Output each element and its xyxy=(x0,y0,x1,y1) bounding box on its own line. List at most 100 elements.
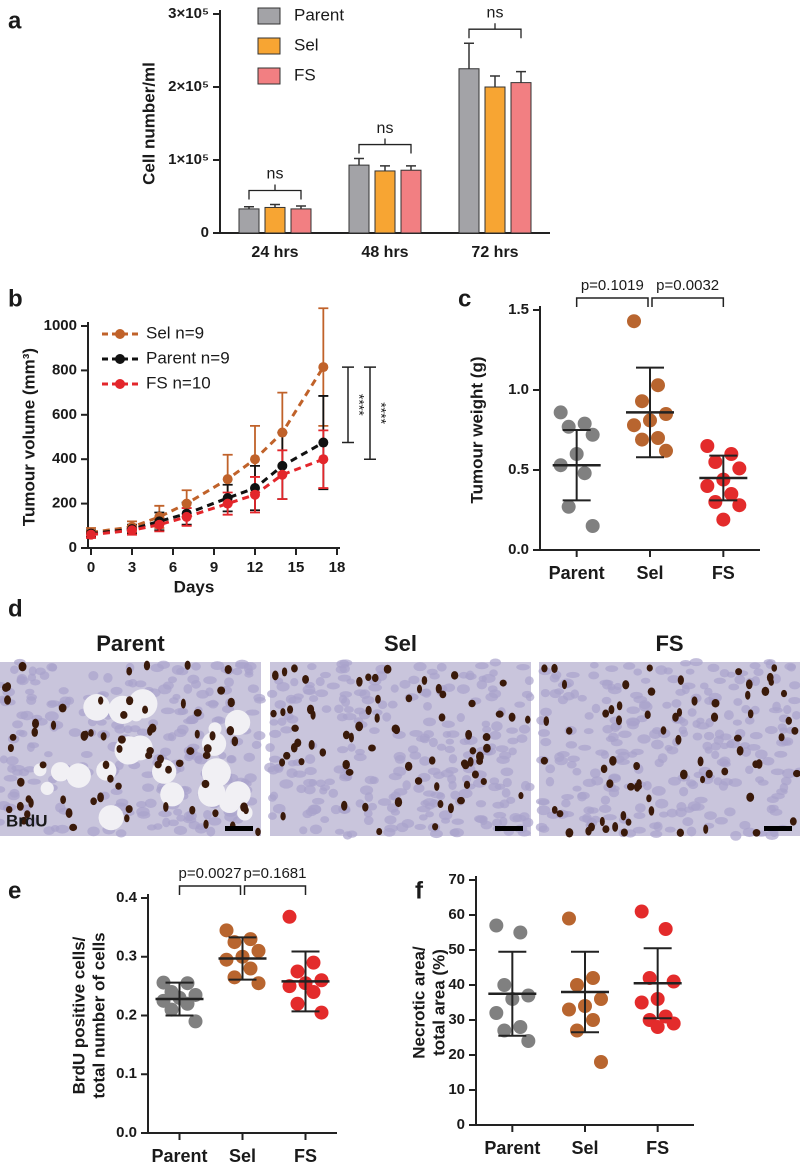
cell xyxy=(160,747,172,757)
cell xyxy=(142,783,155,792)
x-tick-label: 9 xyxy=(210,559,218,576)
cell xyxy=(268,755,282,763)
brdu-nucleus xyxy=(298,758,305,766)
cell xyxy=(26,696,37,705)
cell xyxy=(679,786,689,797)
cell xyxy=(173,808,183,816)
legend-marker xyxy=(115,379,125,389)
legend-swatch xyxy=(257,37,281,55)
brdu-nucleus xyxy=(376,828,383,836)
data-point xyxy=(562,1002,576,1017)
y-tick-label: 0.3 xyxy=(116,948,137,965)
data-point xyxy=(708,455,723,469)
cell xyxy=(771,673,781,684)
cell xyxy=(659,811,669,818)
cell xyxy=(584,712,594,720)
cell xyxy=(692,720,701,728)
cell xyxy=(334,704,344,714)
cell xyxy=(459,738,471,745)
brdu-nucleus xyxy=(7,743,14,753)
cell xyxy=(742,827,757,838)
data-point xyxy=(586,971,600,985)
data-point xyxy=(127,525,137,536)
cell xyxy=(269,719,279,726)
cell xyxy=(134,680,147,688)
brdu-nucleus xyxy=(541,664,548,673)
brdu-nucleus xyxy=(120,711,128,719)
cell xyxy=(448,754,458,764)
cell xyxy=(265,743,275,752)
data-point xyxy=(497,978,512,992)
brdu-nucleus xyxy=(9,733,17,741)
y-tick-label: 0 xyxy=(69,539,77,556)
significance-label: p=0.1681 xyxy=(244,865,307,882)
brdu-nucleus xyxy=(279,758,286,767)
cell xyxy=(336,713,348,722)
cell xyxy=(724,807,736,817)
y-axis-title: total area (%) xyxy=(429,949,448,1056)
cell xyxy=(309,824,323,835)
cell xyxy=(283,712,294,721)
cell xyxy=(187,674,200,684)
brdu-nucleus xyxy=(356,676,363,687)
cell xyxy=(141,771,155,779)
data-point xyxy=(651,431,665,445)
cell xyxy=(618,730,632,738)
cell xyxy=(320,784,331,792)
brdu-nucleus xyxy=(97,792,104,803)
cell xyxy=(311,797,325,805)
brdu-nucleus xyxy=(365,705,372,716)
y-tick-label: 400 xyxy=(52,450,77,467)
data-point xyxy=(227,935,242,950)
cell xyxy=(337,746,349,754)
brdu-nucleus xyxy=(471,770,479,779)
brdu-nucleus xyxy=(785,716,792,725)
x-axis-title: Days xyxy=(174,577,215,596)
data-point xyxy=(250,454,260,465)
cell xyxy=(518,724,531,734)
cell xyxy=(30,679,41,686)
cell xyxy=(422,798,437,807)
brdu-nucleus xyxy=(745,690,751,700)
cell xyxy=(538,825,550,833)
data-point xyxy=(585,427,600,442)
data-point xyxy=(708,495,723,509)
y-axis-title: total number of cells xyxy=(89,932,108,1098)
y-tick-label: 1.0 xyxy=(508,381,529,398)
cell xyxy=(791,710,800,720)
brdu-nucleus xyxy=(25,795,32,803)
cell xyxy=(687,708,697,717)
data-point xyxy=(658,922,673,936)
brdu-nucleus xyxy=(421,675,428,685)
cell xyxy=(764,726,778,735)
cell xyxy=(495,745,509,753)
significance-label: ns xyxy=(377,120,394,137)
cell xyxy=(280,726,293,734)
cell xyxy=(136,728,149,737)
brdu-nucleus xyxy=(165,765,172,774)
cell xyxy=(514,701,526,708)
brdu-nucleus xyxy=(416,684,423,694)
cell xyxy=(303,785,316,795)
cell xyxy=(707,663,720,673)
brdu-nucleus xyxy=(566,727,573,735)
cell xyxy=(343,706,354,713)
brdu-nucleus xyxy=(342,759,350,770)
cell xyxy=(44,711,59,722)
cell xyxy=(522,817,534,828)
brdu-nucleus xyxy=(255,827,261,837)
cell xyxy=(436,662,447,672)
cell xyxy=(172,693,181,701)
data-point xyxy=(700,479,715,493)
cell xyxy=(80,751,93,758)
brdu-nucleus xyxy=(98,696,104,705)
cell xyxy=(779,782,789,793)
bar xyxy=(484,86,506,234)
error-bar xyxy=(296,205,306,209)
cell xyxy=(441,720,455,728)
x-tick-label: FS xyxy=(712,563,735,583)
brdu-nucleus xyxy=(405,694,413,703)
cell xyxy=(307,804,322,815)
brdu-nucleus xyxy=(752,828,761,837)
bar xyxy=(348,164,370,234)
